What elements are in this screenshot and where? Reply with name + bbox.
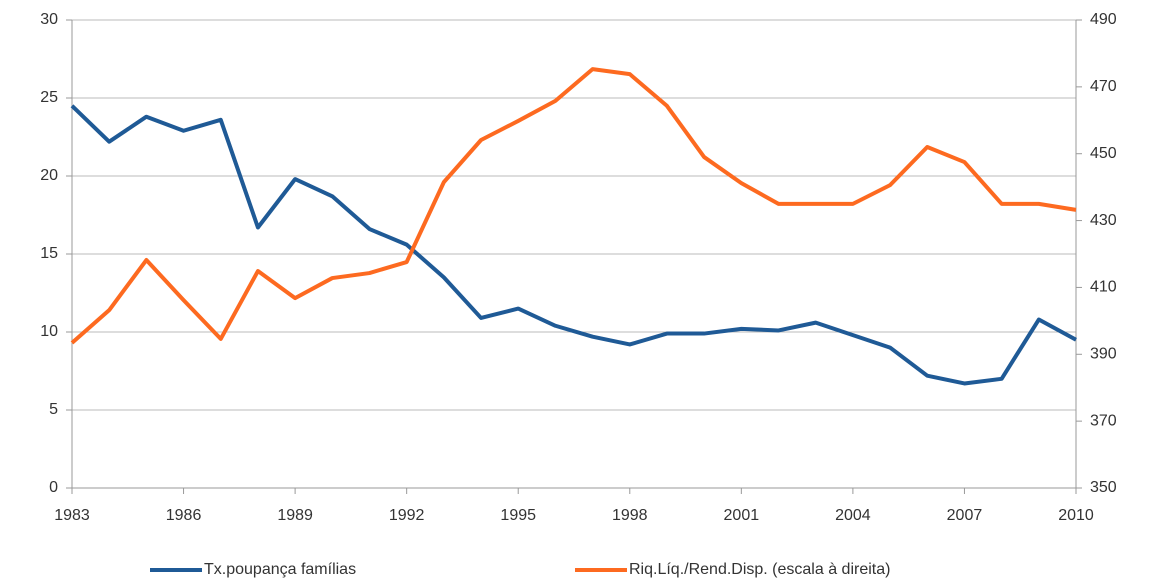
y-tick-label: 20 <box>40 167 58 184</box>
series-line <box>70 67 1077 345</box>
x-tick-label: 1995 <box>500 507 536 524</box>
y2-tick-label: 370 <box>1090 412 1117 429</box>
x-tick-label: 2004 <box>835 507 871 524</box>
x-tick-label: 2007 <box>947 507 983 524</box>
y-tick-label: 5 <box>49 401 58 418</box>
y2-tick-label: 430 <box>1090 212 1117 229</box>
x-tick-label: 2001 <box>724 507 760 524</box>
y2-tick-label: 390 <box>1090 346 1117 363</box>
y2-tick-label: 490 <box>1090 11 1117 28</box>
y-tick-label: 30 <box>40 11 58 28</box>
y-tick-label: 10 <box>40 323 58 340</box>
x-tick-label: 1989 <box>277 507 313 524</box>
y-tick-label: 25 <box>40 89 58 106</box>
legend-label: Tx.poupança famílias <box>204 561 356 578</box>
series-line <box>70 104 1077 386</box>
y2-tick-label: 410 <box>1090 279 1117 296</box>
y-tick-label: 0 <box>49 479 58 496</box>
x-tick-label: 1983 <box>54 507 90 524</box>
y2-tick-label: 350 <box>1090 479 1117 496</box>
y-tick-label: 15 <box>40 245 58 262</box>
x-tick-label: 1986 <box>166 507 202 524</box>
y2-tick-label: 470 <box>1090 78 1117 95</box>
x-tick-label: 2010 <box>1058 507 1094 524</box>
x-tick-label: 1998 <box>612 507 648 524</box>
legend-label: Riq.Líq./Rend.Disp. (escala à direita) <box>629 561 890 578</box>
y2-tick-label: 450 <box>1090 145 1117 162</box>
x-tick-label: 1992 <box>389 507 425 524</box>
